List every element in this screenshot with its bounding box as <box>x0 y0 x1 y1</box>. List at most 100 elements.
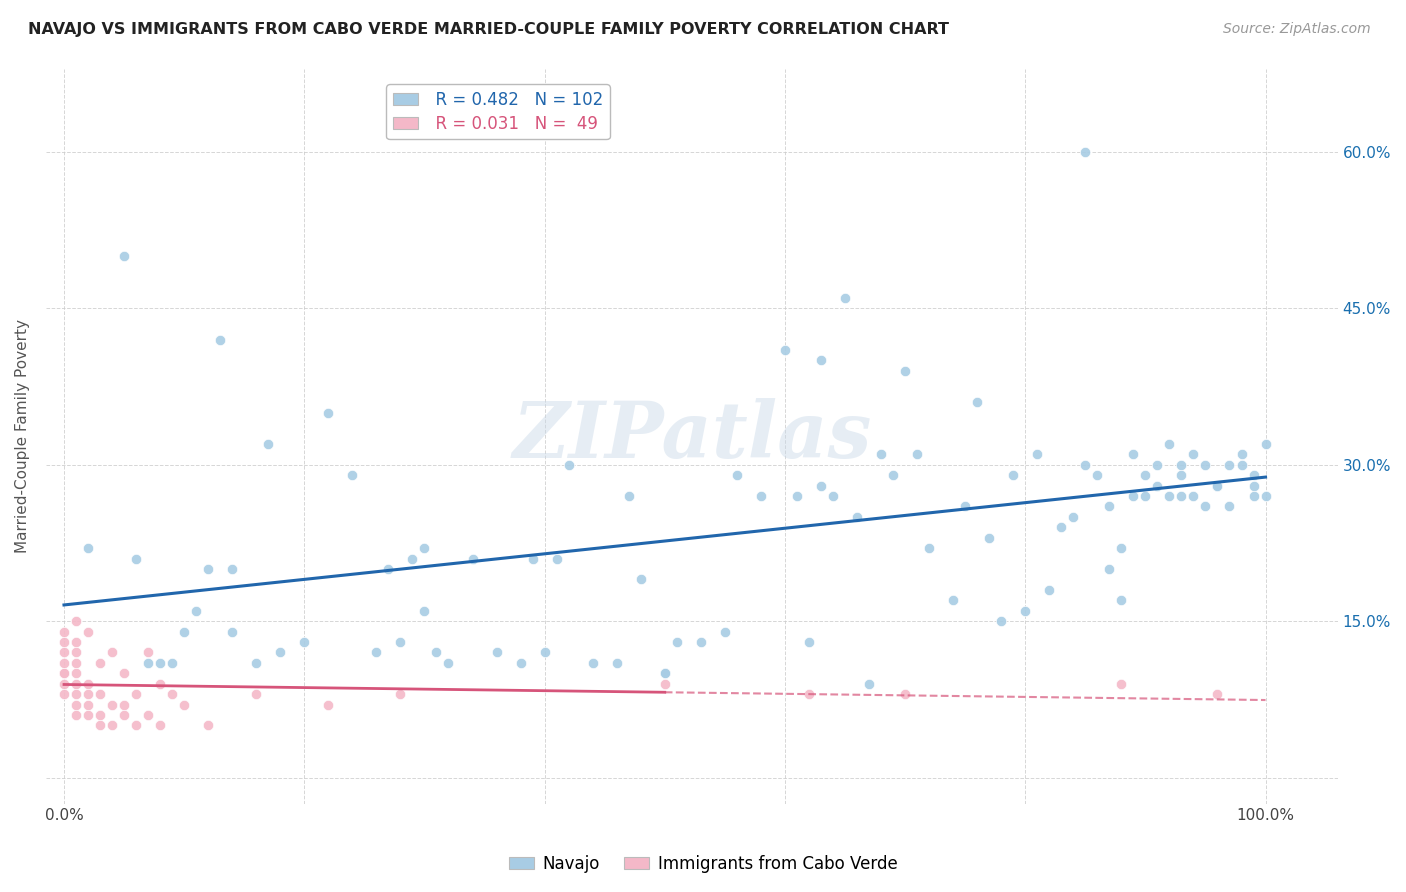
Point <box>1038 582 1060 597</box>
Point <box>1111 541 1133 556</box>
Point <box>245 687 267 701</box>
Point <box>245 656 267 670</box>
Point <box>1002 468 1025 483</box>
Point <box>582 656 605 670</box>
Point <box>882 468 904 483</box>
Point <box>209 333 232 347</box>
Point <box>53 645 76 659</box>
Text: ZIPatlas: ZIPatlas <box>512 398 872 475</box>
Point <box>136 708 159 723</box>
Point <box>197 718 219 732</box>
Point <box>173 698 195 712</box>
Point <box>617 489 640 503</box>
Point <box>1218 500 1240 514</box>
Point <box>749 489 772 503</box>
Point <box>773 343 796 357</box>
Point <box>89 656 111 670</box>
Point <box>425 645 447 659</box>
Point <box>1159 489 1181 503</box>
Point <box>65 708 87 723</box>
Point <box>401 551 423 566</box>
Point <box>53 635 76 649</box>
Point <box>654 666 676 681</box>
Point <box>53 666 76 681</box>
Legend: Navajo, Immigrants from Cabo Verde: Navajo, Immigrants from Cabo Verde <box>502 848 904 880</box>
Point <box>1074 458 1097 472</box>
Point <box>1206 687 1229 701</box>
Point <box>606 656 628 670</box>
Point <box>101 698 124 712</box>
Point <box>894 364 917 378</box>
Point <box>1098 562 1121 576</box>
Point <box>1014 604 1036 618</box>
Point <box>53 624 76 639</box>
Point <box>65 645 87 659</box>
Point <box>546 551 568 566</box>
Point <box>149 656 172 670</box>
Point <box>53 656 76 670</box>
Point <box>1122 489 1144 503</box>
Point <box>953 500 976 514</box>
Point <box>77 698 100 712</box>
Point <box>77 541 100 556</box>
Point <box>160 656 183 670</box>
Point <box>101 718 124 732</box>
Point <box>1194 458 1216 472</box>
Point <box>53 676 76 690</box>
Point <box>1182 489 1205 503</box>
Point <box>65 676 87 690</box>
Point <box>1243 489 1265 503</box>
Point <box>894 687 917 701</box>
Point <box>136 645 159 659</box>
Point <box>1146 478 1168 492</box>
Point <box>1085 468 1108 483</box>
Text: NAVAJO VS IMMIGRANTS FROM CABO VERDE MARRIED-COUPLE FAMILY POVERTY CORRELATION C: NAVAJO VS IMMIGRANTS FROM CABO VERDE MAR… <box>28 22 949 37</box>
Point <box>461 551 484 566</box>
Point <box>1182 447 1205 461</box>
Point <box>125 687 148 701</box>
Point <box>990 614 1012 628</box>
Point <box>173 624 195 639</box>
Point <box>125 551 148 566</box>
Point <box>112 708 135 723</box>
Point <box>65 614 87 628</box>
Point <box>714 624 737 639</box>
Point <box>1254 489 1277 503</box>
Point <box>1243 478 1265 492</box>
Point <box>65 687 87 701</box>
Point <box>905 447 928 461</box>
Point <box>437 656 460 670</box>
Point <box>112 698 135 712</box>
Point <box>89 708 111 723</box>
Point <box>979 531 1001 545</box>
Point <box>366 645 388 659</box>
Point <box>160 687 183 701</box>
Text: Source: ZipAtlas.com: Source: ZipAtlas.com <box>1223 22 1371 37</box>
Point <box>966 395 988 409</box>
Point <box>77 676 100 690</box>
Point <box>797 687 820 701</box>
Point <box>318 698 340 712</box>
Point <box>725 468 748 483</box>
Point <box>197 562 219 576</box>
Y-axis label: Married-Couple Family Poverty: Married-Couple Family Poverty <box>15 319 30 553</box>
Point <box>918 541 941 556</box>
Point <box>1074 145 1097 159</box>
Point <box>1206 478 1229 492</box>
Point <box>1254 437 1277 451</box>
Point <box>797 635 820 649</box>
Point <box>654 676 676 690</box>
Point <box>810 353 832 368</box>
Point <box>1135 489 1157 503</box>
Point <box>186 604 208 618</box>
Point <box>654 666 676 681</box>
Point <box>1170 468 1192 483</box>
Point <box>1111 676 1133 690</box>
Point <box>1135 468 1157 483</box>
Point <box>389 687 412 701</box>
Point <box>292 635 315 649</box>
Point <box>77 624 100 639</box>
Point <box>269 645 291 659</box>
Point <box>112 666 135 681</box>
Point <box>1122 447 1144 461</box>
